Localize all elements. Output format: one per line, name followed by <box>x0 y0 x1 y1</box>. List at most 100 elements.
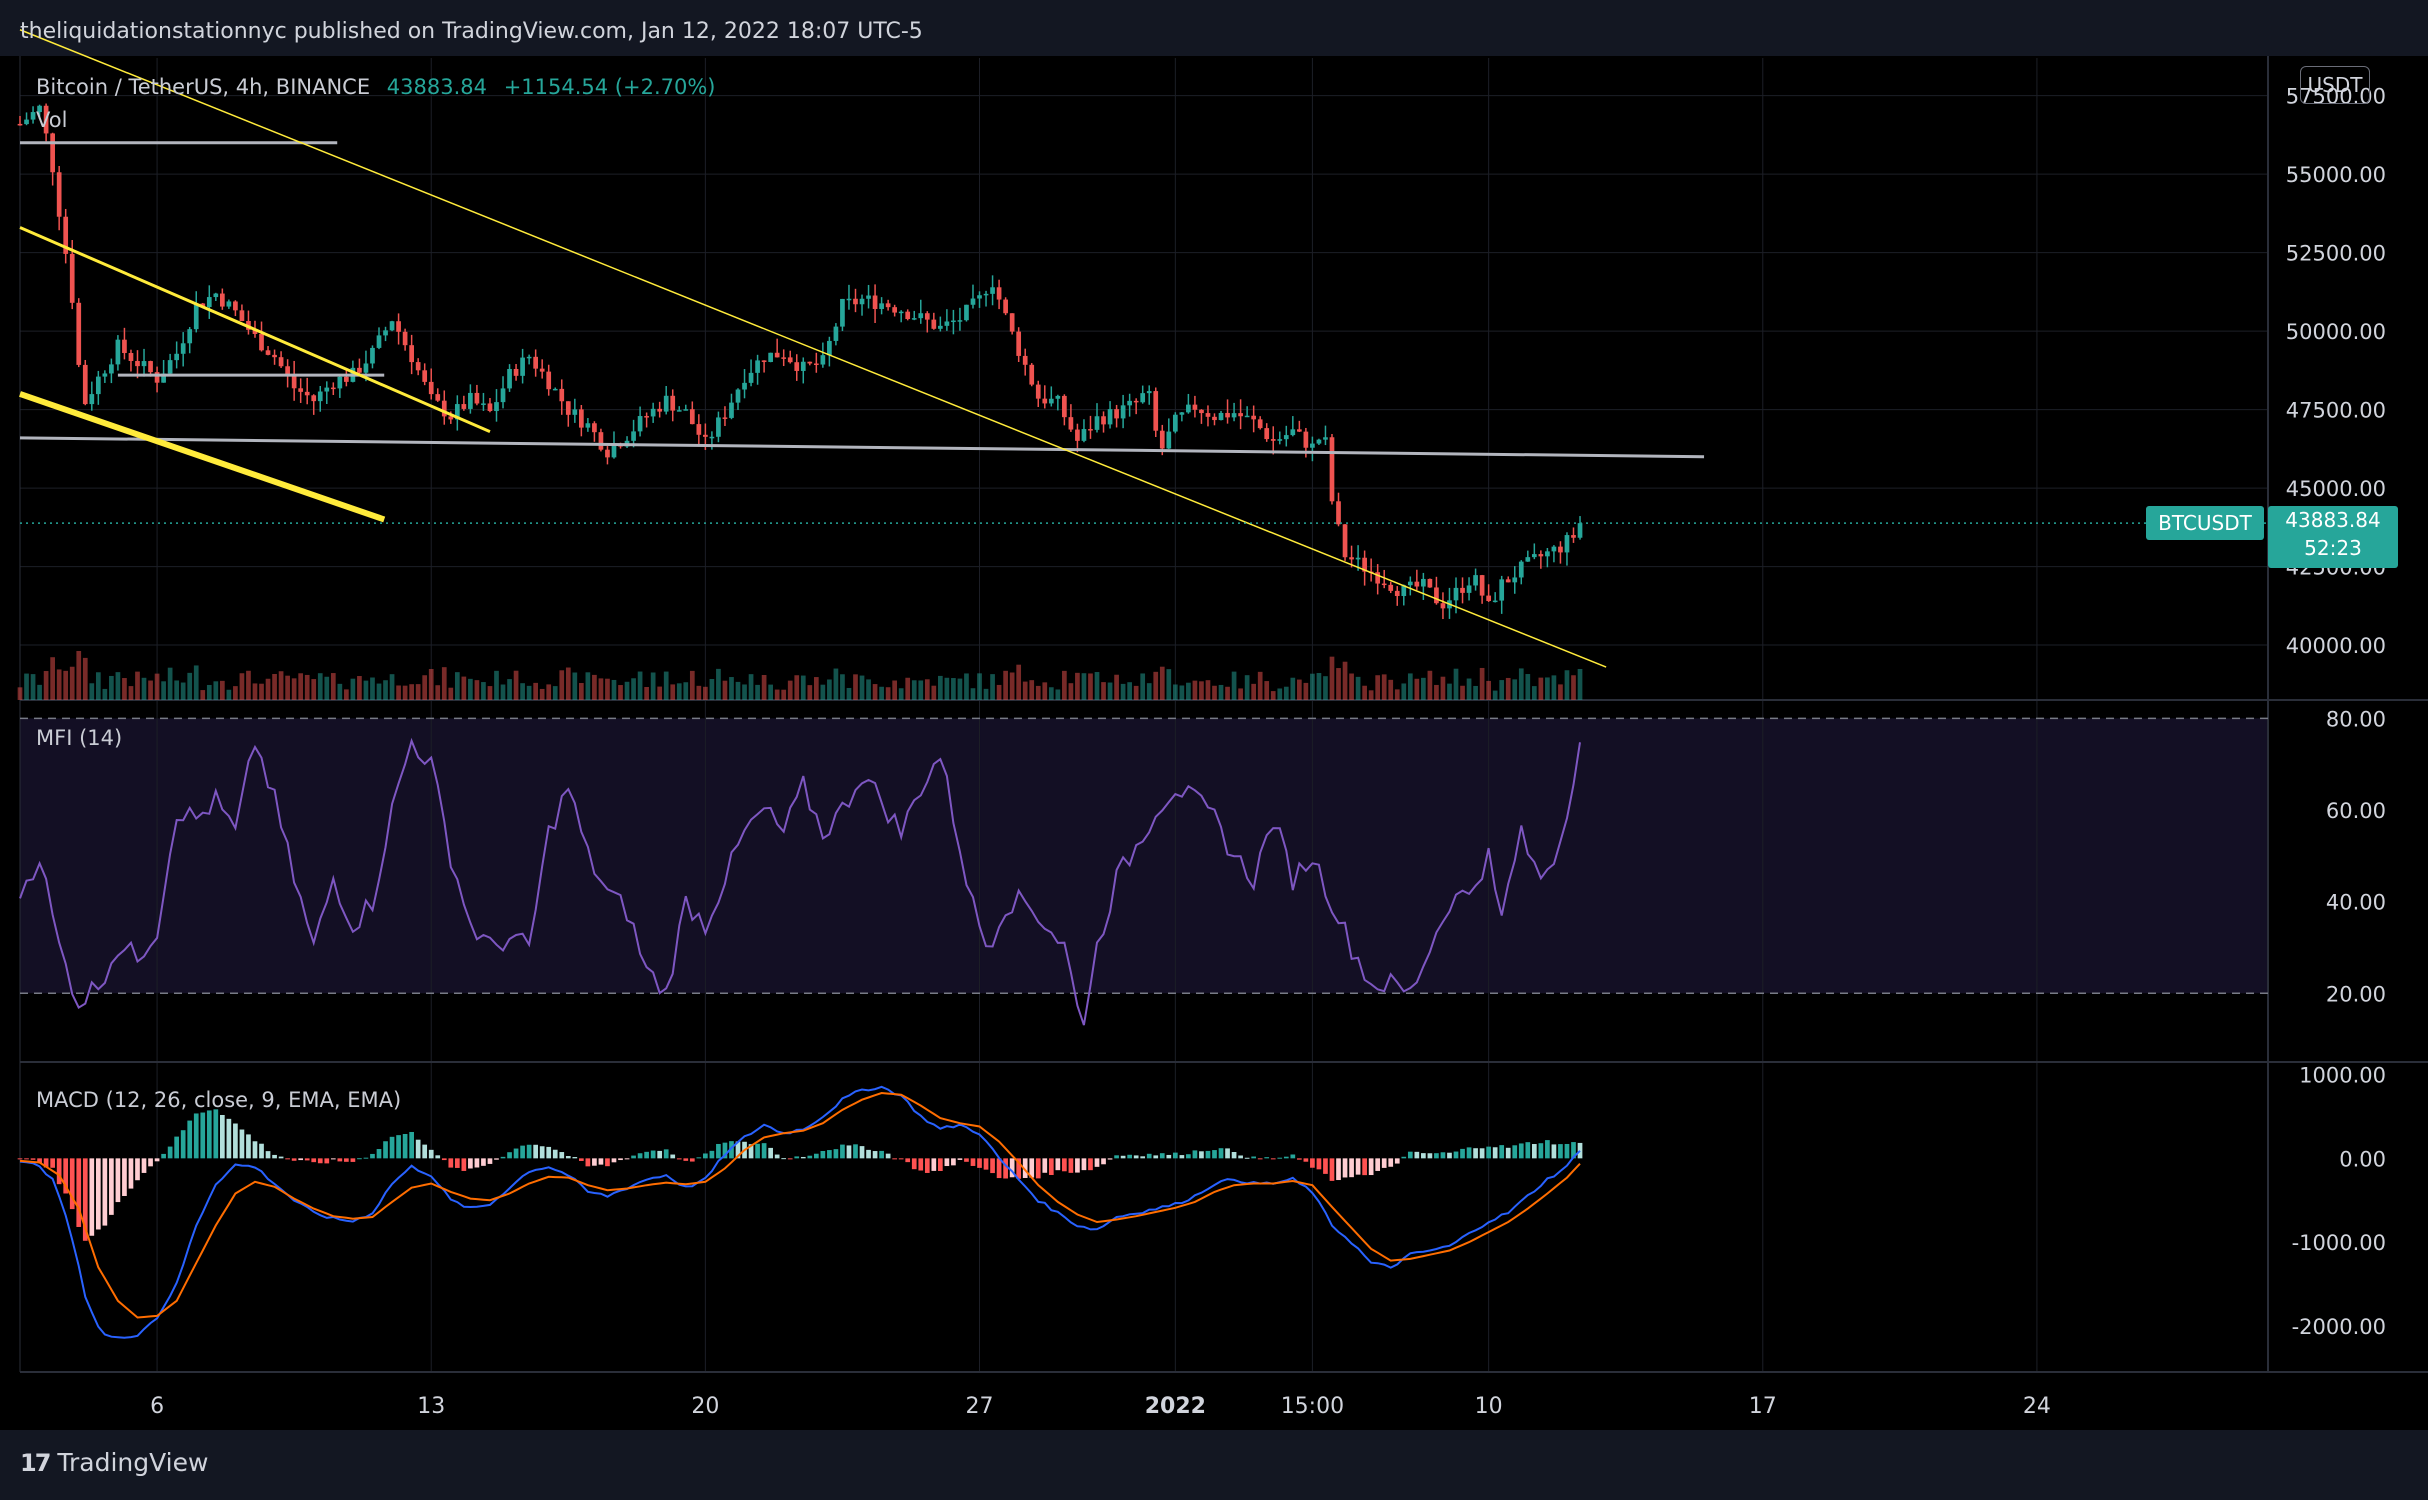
volume-bar-53 <box>363 680 369 700</box>
candle-25 <box>180 343 186 354</box>
last-price: 43883.84 <box>386 75 487 99</box>
volume-bar-186 <box>1231 671 1237 700</box>
macd-hist-bar-135 <box>898 1158 904 1160</box>
candle-175 <box>1159 430 1165 449</box>
candle-144 <box>957 320 963 322</box>
candle-188 <box>1244 415 1250 418</box>
volume-bar-213 <box>1407 673 1413 700</box>
macd-hist-bar-61 <box>415 1139 421 1159</box>
macd-hist-bar-211 <box>1394 1158 1400 1164</box>
candle-150 <box>996 287 1002 300</box>
macd-hist-bar-118 <box>787 1158 793 1160</box>
candle-182 <box>1205 413 1211 417</box>
candle-121 <box>807 361 813 364</box>
volume-bar-196 <box>1296 679 1302 700</box>
macd-hist-bar-200 <box>1323 1158 1328 1174</box>
volume-bar-37 <box>259 683 264 700</box>
candle-91 <box>611 444 617 458</box>
volume-bar-36 <box>252 683 258 700</box>
macd-hist-bar-233 <box>1538 1143 1544 1159</box>
candle-83 <box>559 388 565 402</box>
macd-hist-bar-34 <box>239 1129 245 1159</box>
volume-bar-200 <box>1323 676 1328 700</box>
macd-hist-bar-88 <box>592 1158 597 1166</box>
macd-hist-bar-46 <box>317 1158 323 1164</box>
volume-bar-181 <box>1199 681 1204 700</box>
volume-bar-63 <box>428 669 434 700</box>
candle-95 <box>637 416 643 432</box>
volume-bar-152 <box>1009 672 1015 700</box>
volume-bar-136 <box>905 677 911 700</box>
volume-bar-26 <box>187 672 193 700</box>
macd-hist-bar-226 <box>1492 1147 1498 1159</box>
mfi-tick-label-1: 60.00 <box>2326 799 2386 823</box>
volume-bar-208 <box>1375 675 1381 700</box>
macd-hist-bar-17 <box>128 1158 134 1189</box>
volume-bar-40 <box>278 671 284 700</box>
candle-106 <box>709 436 715 439</box>
volume-bar-17 <box>128 686 134 700</box>
macd-hist-bar-69 <box>468 1158 473 1169</box>
volume-bar-237 <box>1564 670 1570 700</box>
candle-161 <box>1068 417 1074 430</box>
volume-bar-119 <box>794 675 800 700</box>
candle-53 <box>363 363 369 373</box>
candle-43 <box>298 388 304 392</box>
mfi-tick-label-0: 80.00 <box>2326 707 2386 731</box>
candle-90 <box>605 449 610 458</box>
candle-166 <box>1101 416 1106 425</box>
candle-105 <box>703 434 708 437</box>
macd-hist-bar-167 <box>1107 1158 1113 1160</box>
volume-bar-210 <box>1388 679 1394 700</box>
volume-bar-212 <box>1401 683 1407 700</box>
macd-hist-bar-102 <box>683 1158 689 1161</box>
volume-bar-159 <box>1055 689 1061 700</box>
candle-67 <box>454 404 460 420</box>
volume-bar-3 <box>37 684 42 700</box>
footer-brand[interactable]: 17 TradingView <box>20 1448 208 1477</box>
mfi-band-fill <box>20 718 2268 994</box>
volume-bar-22 <box>161 681 166 700</box>
candle-100 <box>670 395 676 411</box>
macd-hist-bar-92 <box>618 1158 623 1161</box>
volume-bar-46 <box>317 673 323 700</box>
volume-bar-54 <box>370 677 375 700</box>
volume-bar-220 <box>1453 668 1459 700</box>
volume-bar-45 <box>311 679 317 700</box>
candle-185 <box>1225 412 1230 418</box>
candle-104 <box>696 424 702 435</box>
currency-unit-button[interactable]: USDT <box>2300 66 2370 104</box>
volume-bar-122 <box>813 677 819 700</box>
candle-112 <box>748 372 754 383</box>
volume-bar-156 <box>1035 685 1041 700</box>
macd-hist-bar-127 <box>846 1145 852 1159</box>
macd-hist-bar-187 <box>1238 1155 1243 1159</box>
candle-194 <box>1283 435 1289 440</box>
volume-bar-30 <box>213 681 219 700</box>
candle-224 <box>1479 575 1485 596</box>
volume-bar-48 <box>330 673 336 700</box>
volume-bar-56 <box>383 680 388 700</box>
candle-190 <box>1257 419 1263 429</box>
macd-hist-bar-150 <box>996 1158 1002 1179</box>
candle-73 <box>494 402 499 412</box>
macd-hist-bar-220 <box>1453 1151 1459 1159</box>
volume-bar-235 <box>1551 675 1557 700</box>
macd-hist-bar-116 <box>774 1154 780 1159</box>
volume-bar-160 <box>1062 670 1067 700</box>
candle-79 <box>533 356 539 369</box>
volume-bar-204 <box>1349 673 1354 700</box>
candle-85 <box>572 409 578 415</box>
volume-bar-5 <box>50 657 55 700</box>
volume-bar-23 <box>167 667 173 700</box>
volume-bar-138 <box>918 680 924 700</box>
macd-hist-bar-217 <box>1434 1153 1439 1159</box>
macd-hist-bar-177 <box>1172 1152 1178 1159</box>
candle-136 <box>905 311 911 320</box>
volume-bar-127 <box>846 687 852 700</box>
candle-82 <box>552 388 558 391</box>
volume-bar-19 <box>141 677 147 700</box>
candle-178 <box>1179 412 1185 415</box>
volume-bar-95 <box>637 671 643 700</box>
